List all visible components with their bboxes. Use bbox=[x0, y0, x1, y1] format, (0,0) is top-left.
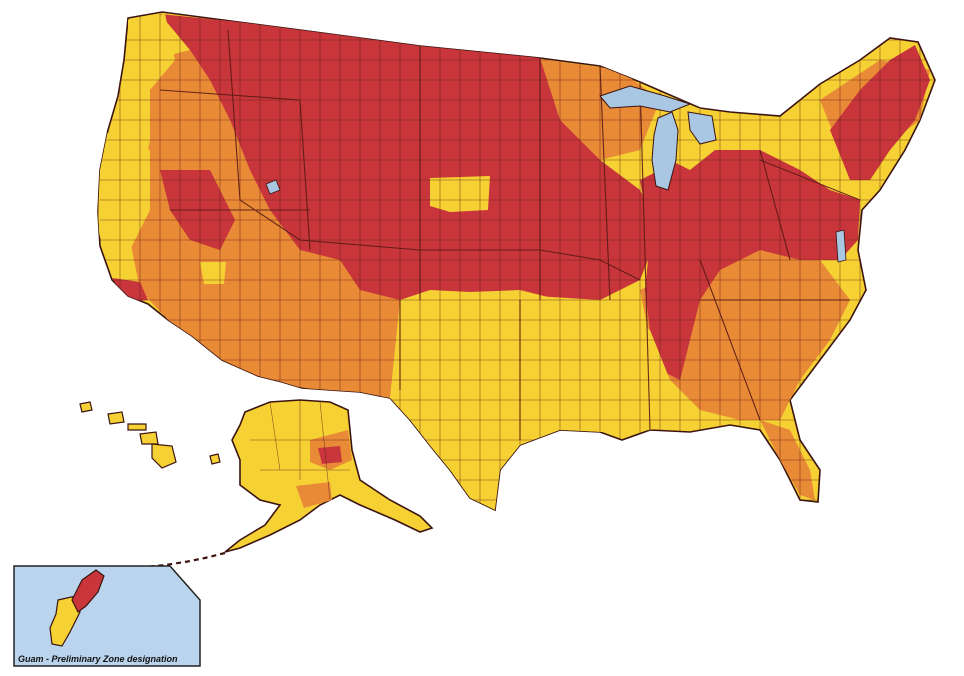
lake-superior bbox=[599, 85, 692, 113]
county-boundaries bbox=[100, 12, 935, 510]
lake-huron bbox=[687, 111, 717, 145]
contiguous-us bbox=[97, 11, 936, 512]
hawaii-island-oahu bbox=[107, 411, 125, 425]
hawaii bbox=[79, 401, 221, 469]
hawaii-island-niihau bbox=[209, 453, 221, 465]
hawaii-island-kauai bbox=[79, 401, 93, 413]
great-salt-lake bbox=[265, 179, 281, 195]
zone-high-appalachia bbox=[640, 150, 860, 380]
hawaii-island-molokai bbox=[127, 423, 147, 431]
alaska-boundaries bbox=[250, 400, 350, 501]
hawaii-island-maui bbox=[139, 431, 159, 445]
zone-high-socal bbox=[112, 278, 148, 302]
alaska-base bbox=[224, 399, 434, 553]
alaska bbox=[144, 399, 434, 569]
alaska-zone-moderate-south bbox=[296, 482, 332, 508]
chesapeake-bay bbox=[835, 229, 847, 263]
zone-high-plains bbox=[160, 14, 660, 300]
guam-island-high bbox=[71, 569, 105, 613]
guam-inset-frame bbox=[13, 565, 201, 667]
guam-inset-caption: Guam - Preliminary Zone designation bbox=[18, 654, 178, 664]
aleutian-islands bbox=[144, 551, 226, 569]
zone-low-southwest bbox=[200, 262, 226, 284]
alaska-zone-high bbox=[318, 446, 342, 464]
guam-inset bbox=[13, 565, 201, 667]
lake-michigan bbox=[651, 111, 679, 191]
hawaii-island-big bbox=[151, 443, 177, 469]
zone-moderate-north bbox=[520, 56, 660, 160]
